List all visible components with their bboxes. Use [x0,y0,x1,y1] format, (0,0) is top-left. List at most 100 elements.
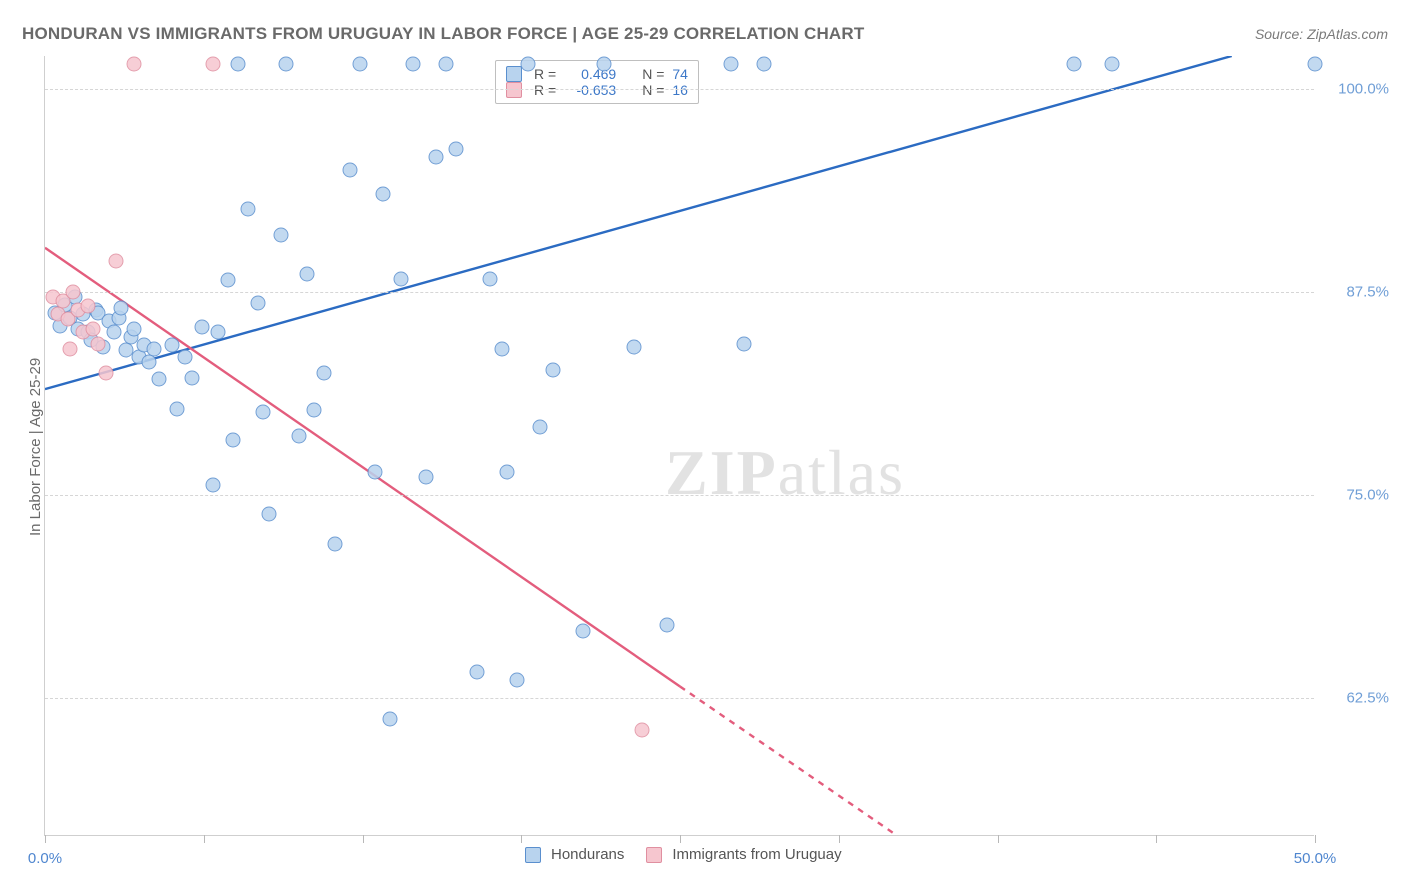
data-point [736,336,751,351]
data-point [147,341,162,356]
y-axis-label: In Labor Force | Age 25-29 [27,358,44,536]
x-tick [998,835,999,843]
data-point [419,469,434,484]
data-point [406,57,421,72]
data-point [352,57,367,72]
legend-swatch [525,847,541,863]
data-point [368,465,383,480]
data-point [756,57,771,72]
data-point [185,370,200,385]
data-point [205,57,220,72]
data-point [520,57,535,72]
legend: Hondurans Immigrants from Uruguay [525,846,842,863]
x-tick-label: 0.0% [28,850,62,867]
stat-r-label: R = [534,82,556,98]
gridline [45,495,1314,496]
watermark-atlas: atlas [778,437,905,508]
legend-swatch [506,82,522,98]
data-point [274,227,289,242]
data-point [261,507,276,522]
x-tick [1156,835,1157,843]
x-tick [680,835,681,843]
data-point [220,273,235,288]
data-point [251,296,266,311]
legend-label: Immigrants from Uruguay [672,846,841,863]
data-point [317,365,332,380]
data-point [469,664,484,679]
data-point [634,723,649,738]
data-point [195,320,210,335]
data-point [231,57,246,72]
data-point [170,401,185,416]
data-point [256,404,271,419]
data-point [63,341,78,356]
data-point [205,478,220,493]
stat-n-label: N = [642,66,664,82]
legend-item: Immigrants from Uruguay [646,846,841,863]
data-point [510,673,525,688]
legend-swatch [646,847,662,863]
x-tick-label: 50.0% [1294,850,1337,867]
data-point [210,325,225,340]
data-point [106,325,121,340]
watermark-zip: ZIP [665,437,778,508]
data-point [152,372,167,387]
data-point [81,299,96,314]
stat-n-label: N = [642,82,664,98]
data-point [114,300,129,315]
data-point [723,57,738,72]
data-point [292,429,307,444]
gridline [45,89,1314,90]
data-point [342,162,357,177]
data-point [98,365,113,380]
data-point [241,201,256,216]
data-point [177,349,192,364]
y-tick-label: 75.0% [1346,486,1389,503]
data-point [375,187,390,202]
data-point [1104,57,1119,72]
data-point [383,712,398,727]
data-point [393,271,408,286]
x-tick [204,835,205,843]
data-point [327,536,342,551]
data-point [596,57,611,72]
data-point [576,624,591,639]
data-point [495,341,510,356]
data-point [142,354,157,369]
legend-label: Hondurans [551,846,624,863]
gridline [45,698,1314,699]
legend-swatch [506,66,522,82]
data-point [126,322,141,337]
gridline [45,292,1314,293]
legend-item: Hondurans [525,846,624,863]
data-point [65,284,80,299]
data-point [533,419,548,434]
x-tick [521,835,522,843]
stat-r-value: -0.653 [564,82,616,98]
stat-n-value: 74 [672,66,688,82]
data-point [627,339,642,354]
y-tick-label: 100.0% [1338,80,1389,97]
y-tick-label: 87.5% [1346,283,1389,300]
plot-area: ZIPatlas In Labor Force | Age 25-29 R =0… [44,56,1314,836]
stat-n-value: 16 [672,82,688,98]
y-tick-label: 62.5% [1346,689,1389,706]
data-point [86,322,101,337]
x-tick [1315,835,1316,843]
data-point [500,465,515,480]
data-point [660,617,675,632]
data-point [1308,57,1323,72]
data-point [109,253,124,268]
data-point [1066,57,1081,72]
data-point [299,266,314,281]
data-point [429,149,444,164]
source-attribution: Source: ZipAtlas.com [1255,26,1388,42]
stat-r-label: R = [534,66,556,82]
data-point [91,336,106,351]
data-point [307,403,322,418]
stats-row: R = -0.653 N = 16 [506,82,688,98]
chart-container: HONDURAN VS IMMIGRANTS FROM URUGUAY IN L… [0,0,1406,892]
data-point [482,271,497,286]
data-point [439,57,454,72]
watermark: ZIPatlas [665,436,905,510]
